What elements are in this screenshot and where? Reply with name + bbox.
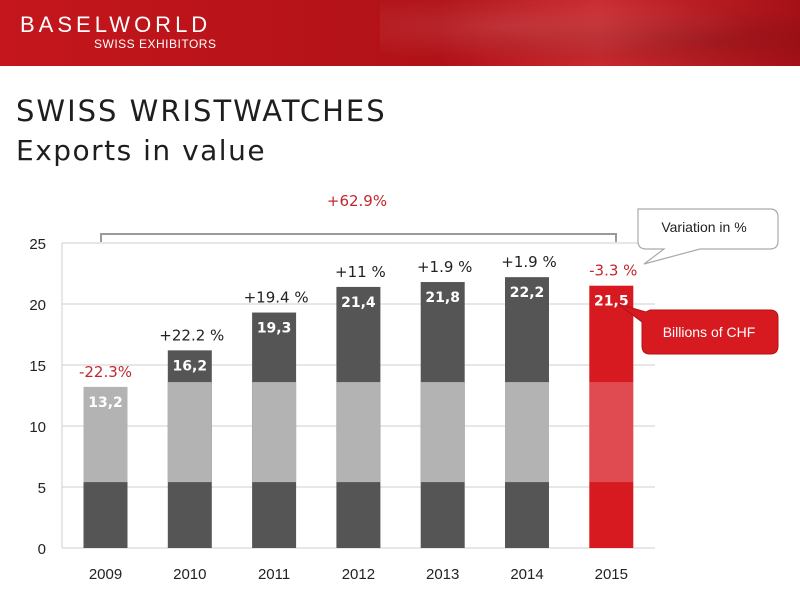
slide-title: SWISS WRISTWATCHES — [16, 94, 387, 128]
bar-overlay-band — [336, 382, 381, 483]
variation-label: +1.9 % — [417, 258, 472, 276]
bar-overlay-band — [589, 382, 634, 483]
y-axis-ticks: 0 5 10 15 20 25 — [29, 236, 46, 558]
variation-label: +1.9 % — [501, 253, 556, 271]
slide-subtitle: Exports in value — [16, 134, 267, 167]
bar-overlay-band — [83, 386, 128, 483]
bar-value-label: 16,2 — [173, 358, 208, 374]
header-banner: BASELWORLD SWISS EXHIBITORS — [0, 0, 800, 66]
variation-label: +19.4 % — [244, 289, 309, 307]
callout-variation-box — [637, 208, 779, 265]
bar-value-label: 19,3 — [257, 321, 292, 337]
x-tick-label: 2010 — [173, 566, 206, 583]
bar-fill — [589, 285, 634, 548]
bar-2012: 21,4 — [336, 286, 381, 548]
bar-2011: 19,3 — [252, 312, 297, 548]
bar-overlay-band — [252, 382, 297, 483]
bar-value-label: 22,2 — [510, 285, 545, 301]
variation-label: -22.3% — [79, 363, 132, 381]
bars: 13,2 16,2 19,3 21,4 21,8 22,2 21,5 — [83, 277, 634, 548]
y-tick-label: 20 — [29, 297, 46, 314]
variation-labels: -22.3% +22.2 % +19.4 % +11 % +1.9 % +1.9 % -3.… — [79, 253, 637, 381]
bar-value-label: 21,8 — [425, 290, 460, 306]
x-tick-label: 2011 — [258, 566, 290, 583]
y-tick-label: 15 — [29, 358, 46, 375]
brand-subtitle: SWISS EXHIBITORS — [94, 37, 217, 51]
brand-logo: BASELWORLD — [20, 12, 212, 37]
bar-2014: 22,2 — [505, 277, 549, 548]
x-tick-label: 2015 — [595, 566, 628, 583]
banner-decoration — [380, 0, 800, 66]
y-tick-label: 25 — [29, 236, 46, 253]
y-tick-label: 0 — [38, 541, 46, 558]
variation-label: -3.3 % — [589, 262, 637, 280]
callouts: Variation in % Billions of CHF — [617, 208, 779, 355]
y-tick-label: 10 — [29, 419, 46, 436]
bar-overlay-band — [420, 382, 465, 483]
bar-overlay-band — [505, 382, 549, 483]
x-tick-label: 2009 — [89, 566, 122, 583]
bar-2015: 21,5 — [589, 285, 634, 548]
callout-unit-box — [617, 303, 779, 355]
x-tick-label: 2014 — [510, 566, 543, 583]
bracket-line — [100, 233, 617, 242]
bar-value-label: 21,4 — [341, 295, 376, 311]
variation-label: +11 % — [335, 263, 386, 281]
x-tick-label: 2012 — [342, 566, 375, 583]
x-axis-labels: 2009 2010 2011 2012 2013 2014 2015 — [89, 566, 628, 583]
y-tick-label: 5 — [38, 480, 46, 497]
bar-2010: 16,2 — [167, 350, 212, 548]
variation-label: +22.2 % — [159, 326, 224, 344]
x-tick-label: 2013 — [426, 566, 459, 583]
bar-2013: 21,8 — [420, 282, 465, 548]
bar-value-label: 13,2 — [88, 395, 123, 411]
callout-variation-label: Variation in % — [661, 219, 746, 235]
growth-bracket: +62.9% — [100, 192, 617, 242]
bracket-label: +62.9% — [327, 192, 387, 210]
callout-unit-label: Billions of CHF — [663, 324, 756, 340]
bar-2009: 13,2 — [83, 386, 128, 548]
bar-overlay-band — [167, 382, 212, 483]
